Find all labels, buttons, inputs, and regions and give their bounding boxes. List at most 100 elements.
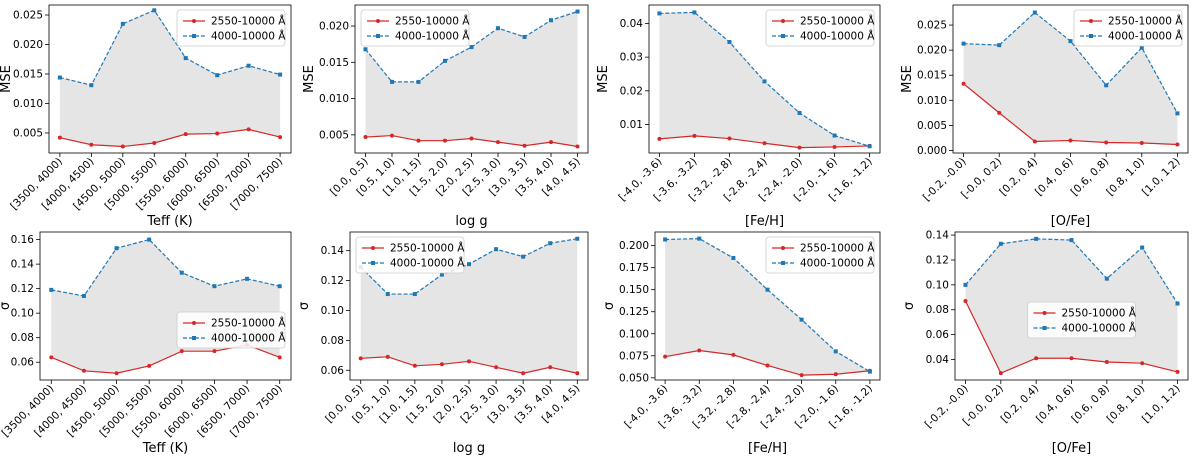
data-point-4000 xyxy=(663,237,668,242)
data-point-4000 xyxy=(442,58,447,63)
data-point-4000 xyxy=(1032,10,1037,15)
legend-label-2550: 2550-10000 Å xyxy=(1108,15,1183,28)
data-point-4000 xyxy=(657,11,662,16)
x-axis-label: Teff (K) xyxy=(142,441,189,456)
data-point-4000 xyxy=(496,26,501,31)
legend: 2550-10000 Å 4000-10000 Å xyxy=(1073,9,1183,47)
data-point-4000 xyxy=(246,63,251,68)
legend: 2550-10000 Å 4000-10000 Å xyxy=(176,311,286,349)
data-point-2550 xyxy=(277,355,282,360)
y-axis-label: σ xyxy=(0,302,13,310)
legend-marker-4000 xyxy=(192,336,196,340)
data-point-2550 xyxy=(246,127,251,132)
y-tick-label: 0.14 xyxy=(11,259,35,271)
data-point-4000 xyxy=(832,133,837,138)
data-point-4000 xyxy=(212,284,217,289)
data-point-2550 xyxy=(120,144,125,149)
y-tick-label: 0.14 xyxy=(926,230,950,242)
data-point-4000 xyxy=(1139,45,1144,50)
data-point-4000 xyxy=(731,255,736,260)
data-point-2550 xyxy=(727,136,732,141)
legend-marker-4000 xyxy=(781,34,785,38)
y-tick-label: 0.015 xyxy=(319,57,349,69)
x-axis-label: [O/Fe] xyxy=(1052,441,1092,456)
y-tick-label: 0.000 xyxy=(917,145,947,157)
legend: 2550-10000 Å 4000-10000 Å xyxy=(360,9,470,47)
data-point-4000 xyxy=(57,75,62,80)
y-tick-label: 0.04 xyxy=(926,354,950,366)
legend-box xyxy=(1027,301,1136,339)
legend-box xyxy=(1073,9,1183,47)
data-point-2550 xyxy=(963,299,968,304)
data-point-2550 xyxy=(832,144,837,149)
data-point-2550 xyxy=(833,372,838,377)
data-point-2550 xyxy=(358,356,363,361)
y-tick-label: 0.010 xyxy=(319,93,349,105)
data-point-4000 xyxy=(692,10,697,15)
data-point-4000 xyxy=(467,262,471,267)
legend-marker-2550 xyxy=(376,19,380,23)
data-point-2550 xyxy=(1069,356,1074,361)
y-tick-label: 0.050 xyxy=(619,372,649,384)
legend-label-2550: 2550-10000 Å xyxy=(211,317,286,330)
data-point-4000 xyxy=(1104,83,1109,88)
data-point-4000 xyxy=(727,40,732,44)
chart-panel-3: 0.010.020.030.04[-4.0, -3.6)[-3.6, -3.2)… xyxy=(596,4,881,229)
data-point-2550 xyxy=(1140,361,1145,366)
data-point-2550 xyxy=(469,136,474,141)
data-point-4000 xyxy=(762,79,767,84)
fill-band xyxy=(665,238,870,376)
data-point-2550 xyxy=(385,354,390,359)
data-point-4000 xyxy=(963,282,968,287)
legend-box xyxy=(355,236,465,274)
data-point-4000 xyxy=(1068,39,1073,44)
data-point-2550 xyxy=(1139,140,1144,145)
y-tick-label: 0.020 xyxy=(13,39,43,51)
data-point-4000 xyxy=(416,79,421,84)
legend: 2550-10000 Å 4000-10000 Å xyxy=(355,236,465,274)
data-point-4000 xyxy=(765,287,770,292)
data-point-2550 xyxy=(575,144,580,149)
data-point-2550 xyxy=(114,371,119,376)
legend-marker-4000 xyxy=(376,34,380,38)
data-point-2550 xyxy=(657,136,662,141)
y-axis-label: MSE xyxy=(0,65,14,93)
x-axis-label: log g xyxy=(453,441,485,456)
data-point-4000 xyxy=(179,270,184,275)
data-point-4000 xyxy=(1175,111,1180,116)
legend: 2550-10000 Å 4000-10000 Å xyxy=(176,9,286,47)
legend-label-2550: 2550-10000 Å xyxy=(800,242,875,255)
legend-marker-2550 xyxy=(781,19,785,23)
data-point-4000 xyxy=(867,369,872,374)
data-point-2550 xyxy=(81,368,86,373)
data-point-2550 xyxy=(183,132,188,137)
legend-label-4000: 4000-10000 Å xyxy=(211,30,286,43)
y-tick-label: 0.175 xyxy=(619,262,649,274)
y-tick-label: 0.02 xyxy=(620,85,643,97)
data-point-2550 xyxy=(575,371,580,376)
data-point-4000 xyxy=(1034,236,1039,241)
y-tick-label: 0.08 xyxy=(926,304,949,316)
data-point-2550 xyxy=(389,133,394,138)
fill-band xyxy=(59,10,281,147)
data-point-4000 xyxy=(277,284,282,289)
data-point-4000 xyxy=(469,45,474,50)
legend-label-2550: 2550-10000 Å xyxy=(1062,307,1137,320)
data-point-4000 xyxy=(389,79,394,84)
legend-label-2550: 2550-10000 Å xyxy=(390,242,465,255)
legend-box xyxy=(765,9,875,47)
y-tick-label: 0.075 xyxy=(619,350,649,362)
fill-band xyxy=(360,238,578,374)
y-tick-label: 0.12 xyxy=(321,275,344,287)
legend-marker-4000 xyxy=(1042,326,1047,330)
data-point-4000 xyxy=(114,246,119,251)
data-point-4000 xyxy=(549,18,554,23)
data-point-4000 xyxy=(522,34,527,39)
legend-label-4000: 4000-10000 Å xyxy=(1108,30,1183,43)
data-point-4000 xyxy=(183,56,188,61)
data-point-4000 xyxy=(1069,238,1074,243)
y-axis-label: MSE xyxy=(596,65,611,93)
